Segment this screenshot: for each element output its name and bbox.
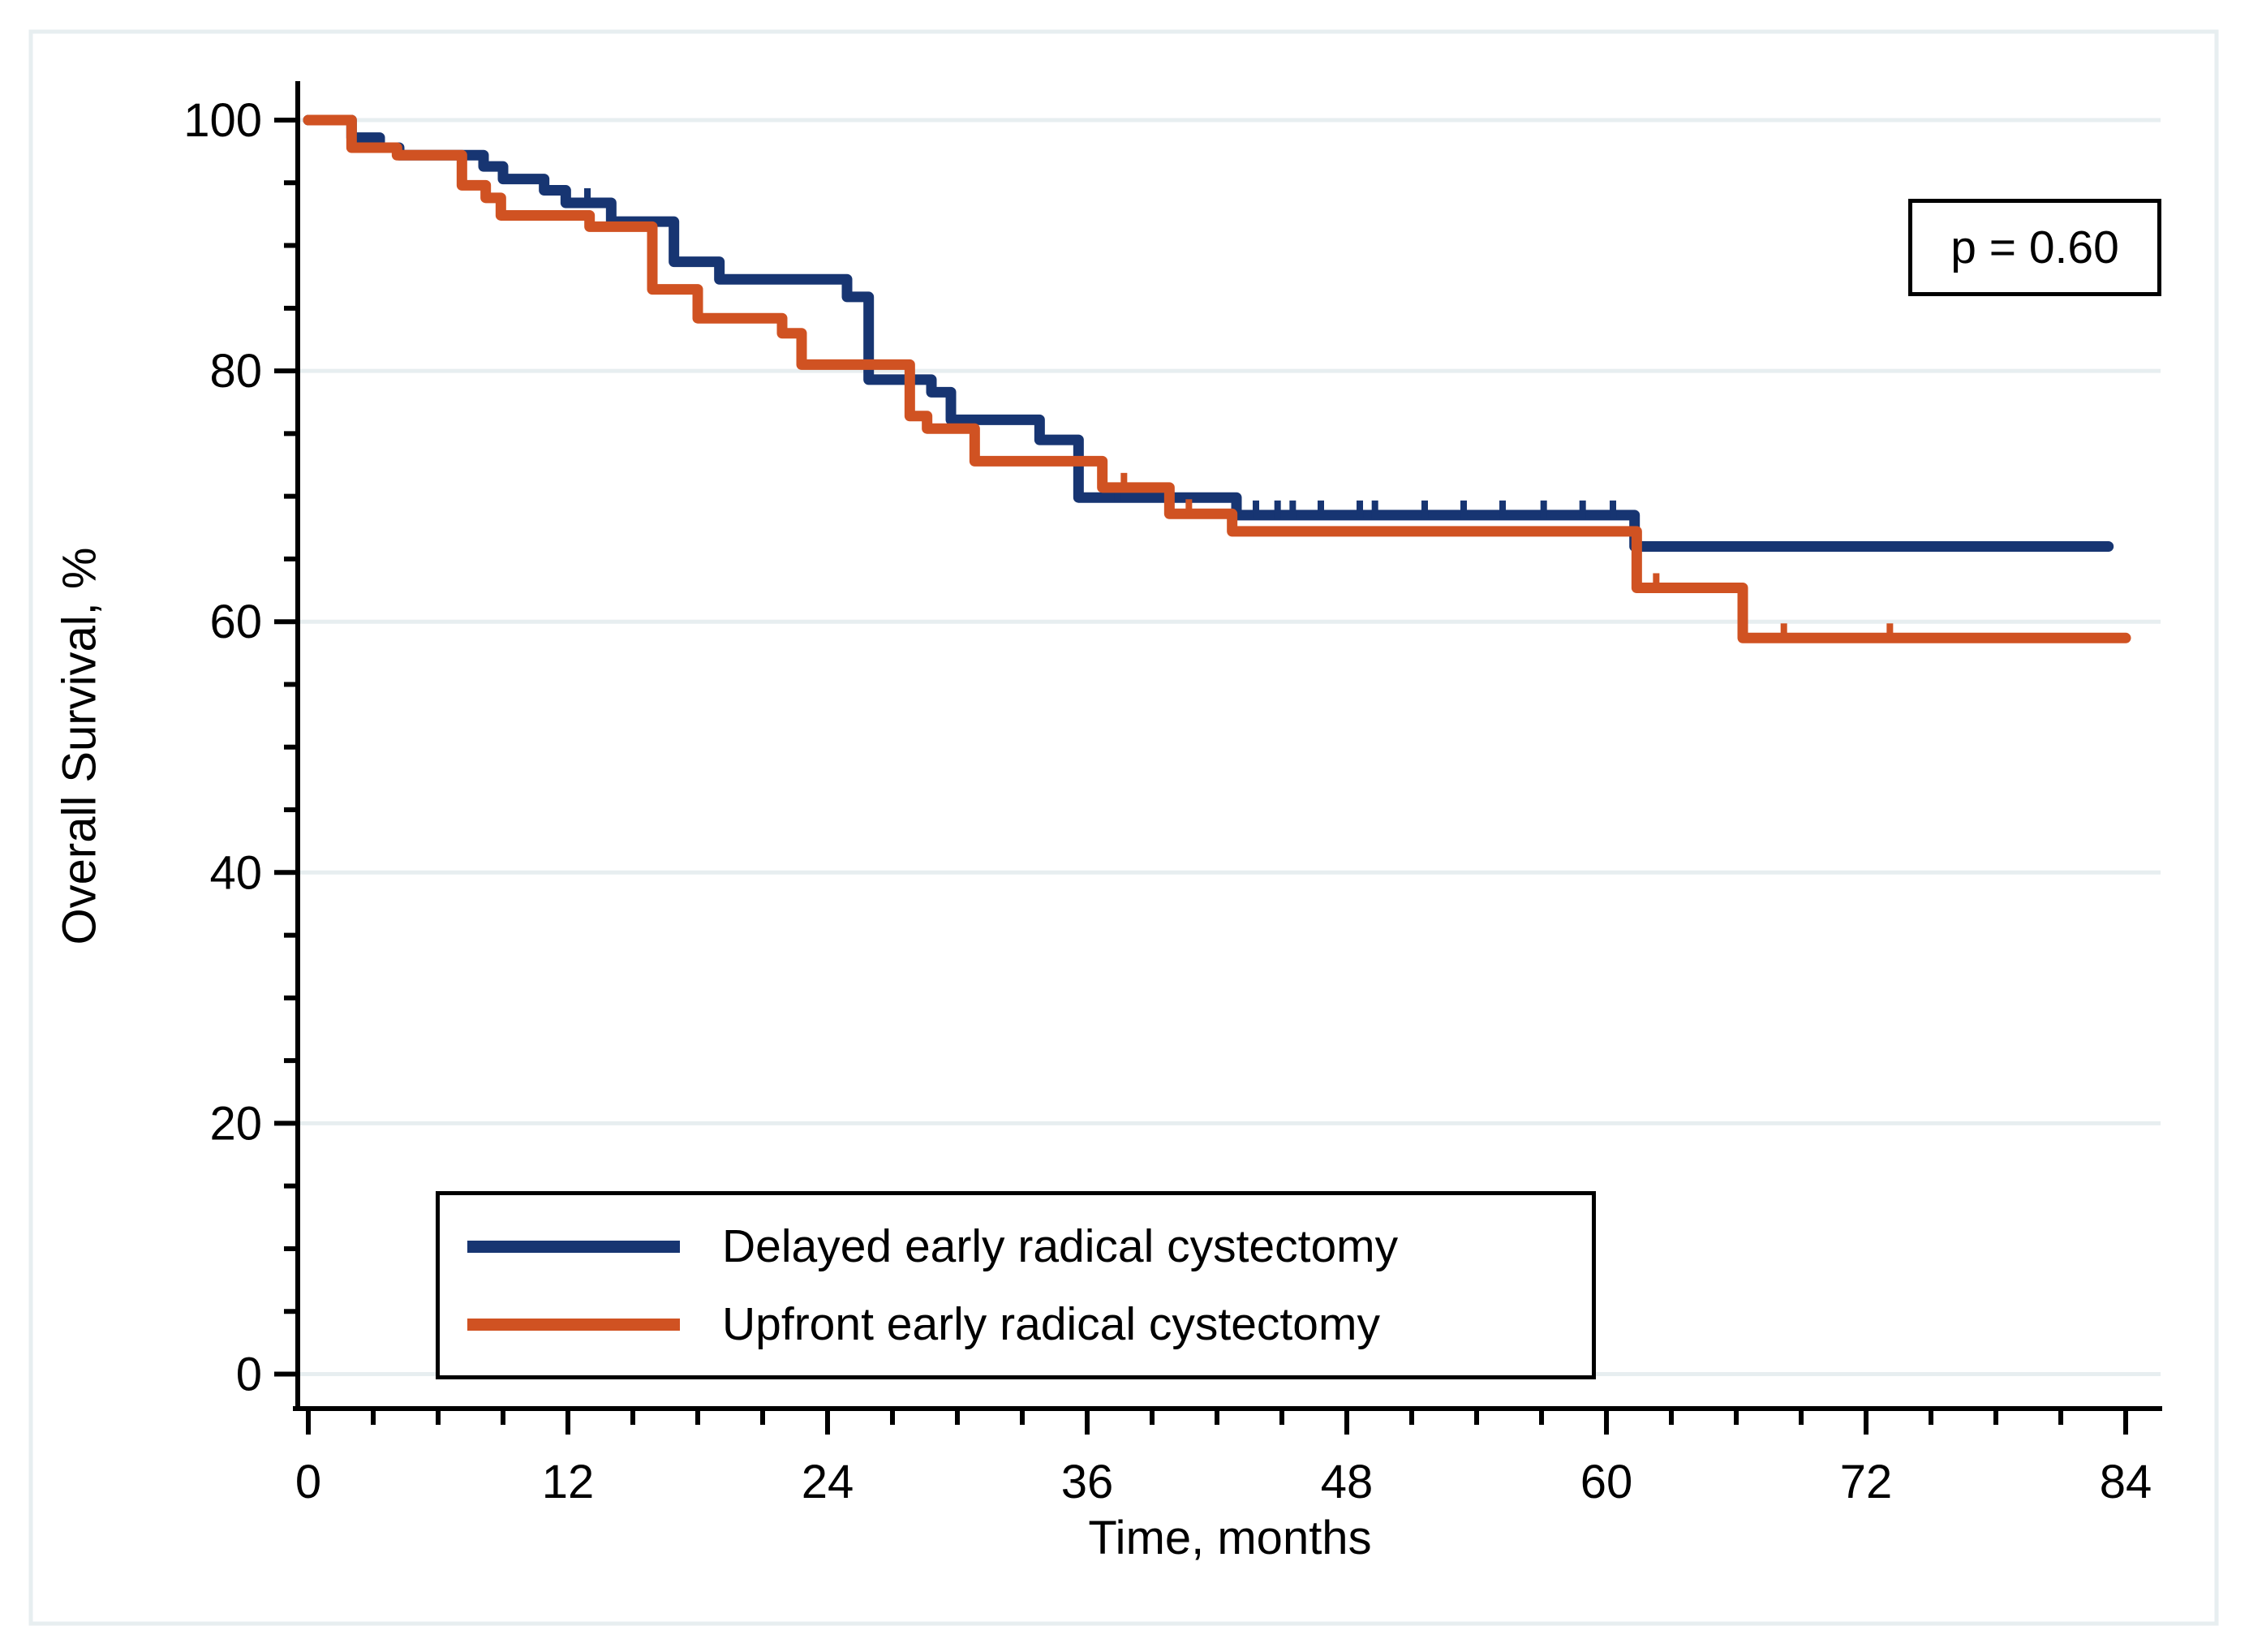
- legend-label-upfront: Upfront early radical cystectomy: [722, 1298, 1380, 1350]
- y-tick-label-0: 0: [236, 1349, 262, 1401]
- x-tick-label-84: 84: [2100, 1456, 2152, 1508]
- y-tick-label-100: 100: [183, 94, 262, 147]
- x-tick-label-24: 24: [802, 1456, 854, 1508]
- x-tick-label-36: 36: [1061, 1456, 1114, 1508]
- p-value-box: p = 0.60: [1908, 199, 2161, 296]
- x-tick-label-12: 12: [542, 1456, 595, 1508]
- p-value-label: p = 0.60: [1950, 222, 2119, 273]
- y-tick-label-20: 20: [209, 1097, 262, 1150]
- y-tick-label-40: 40: [209, 846, 262, 899]
- x-tick-label-60: 60: [1580, 1456, 1633, 1508]
- y-tick-label-80: 80: [209, 345, 262, 398]
- y-axis-title: Overall Survival, %: [53, 547, 106, 945]
- x-tick-label-0: 0: [295, 1456, 321, 1508]
- legend-label-delayed: Delayed early radical cystectomy: [722, 1220, 1399, 1272]
- legend-swatch-upfront-line: [467, 1318, 680, 1331]
- x-axis-title: Time, months: [1088, 1512, 1372, 1564]
- figure-frame: [28, 29, 2219, 1626]
- x-tick-label-72: 72: [1840, 1456, 1893, 1508]
- y-tick-label-60: 60: [209, 596, 262, 648]
- legend: Delayed early radical cystectomy Upfront…: [436, 1191, 1596, 1379]
- legend-swatch-delayed-line: [467, 1240, 680, 1253]
- survival-curve-upfront: [303, 114, 2131, 643]
- x-tick-label-48: 48: [1321, 1456, 1374, 1508]
- legend-item-upfront: Upfront early radical cystectomy: [440, 1285, 1592, 1363]
- survival-curve-delayed: [303, 114, 2114, 552]
- legend-item-delayed: Delayed early radical cystectomy: [440, 1207, 1592, 1285]
